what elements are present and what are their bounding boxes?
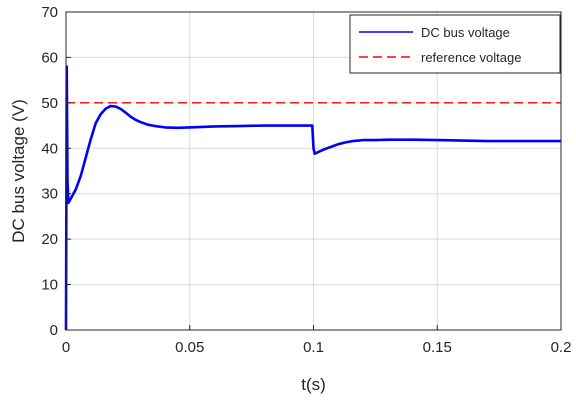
x-tick-label-0-2: 0.2: [551, 339, 572, 356]
y-tick-label-10: 10: [41, 277, 58, 294]
legend-label-reference-voltage: reference voltage: [421, 50, 521, 65]
x-tick-label-0-05: 0.05: [175, 339, 204, 356]
x-tick-label-0-15: 0.15: [423, 339, 452, 356]
y-tick-label-60: 60: [41, 49, 58, 66]
series-line-dc-bus-voltage: [64, 65, 561, 331]
x-tick-label-0: 0: [62, 339, 70, 356]
y-tick-label-30: 30: [41, 186, 58, 203]
y-tick-label-40: 40: [41, 140, 58, 157]
y-tick-label-20: 20: [41, 231, 58, 248]
y-axis-label: DC bus voltage (V): [9, 99, 28, 243]
axis-ticks: 0 0.05 0.1 0.15 0.2 0 10 20 30 40 50 60 70: [41, 4, 571, 356]
y-tick-label-0: 0: [50, 322, 58, 339]
series-layer: [64, 65, 561, 331]
x-axis-label: t(s): [301, 375, 326, 394]
legend-box: [349, 14, 561, 74]
y-tick-label-70: 70: [41, 4, 58, 21]
legend: DC bus voltage reference voltage: [349, 14, 561, 74]
x-tick-label-0-1: 0.1: [303, 339, 324, 356]
legend-label-dc-bus-voltage: DC bus voltage: [421, 25, 510, 40]
y-tick-label-50: 50: [41, 95, 58, 112]
